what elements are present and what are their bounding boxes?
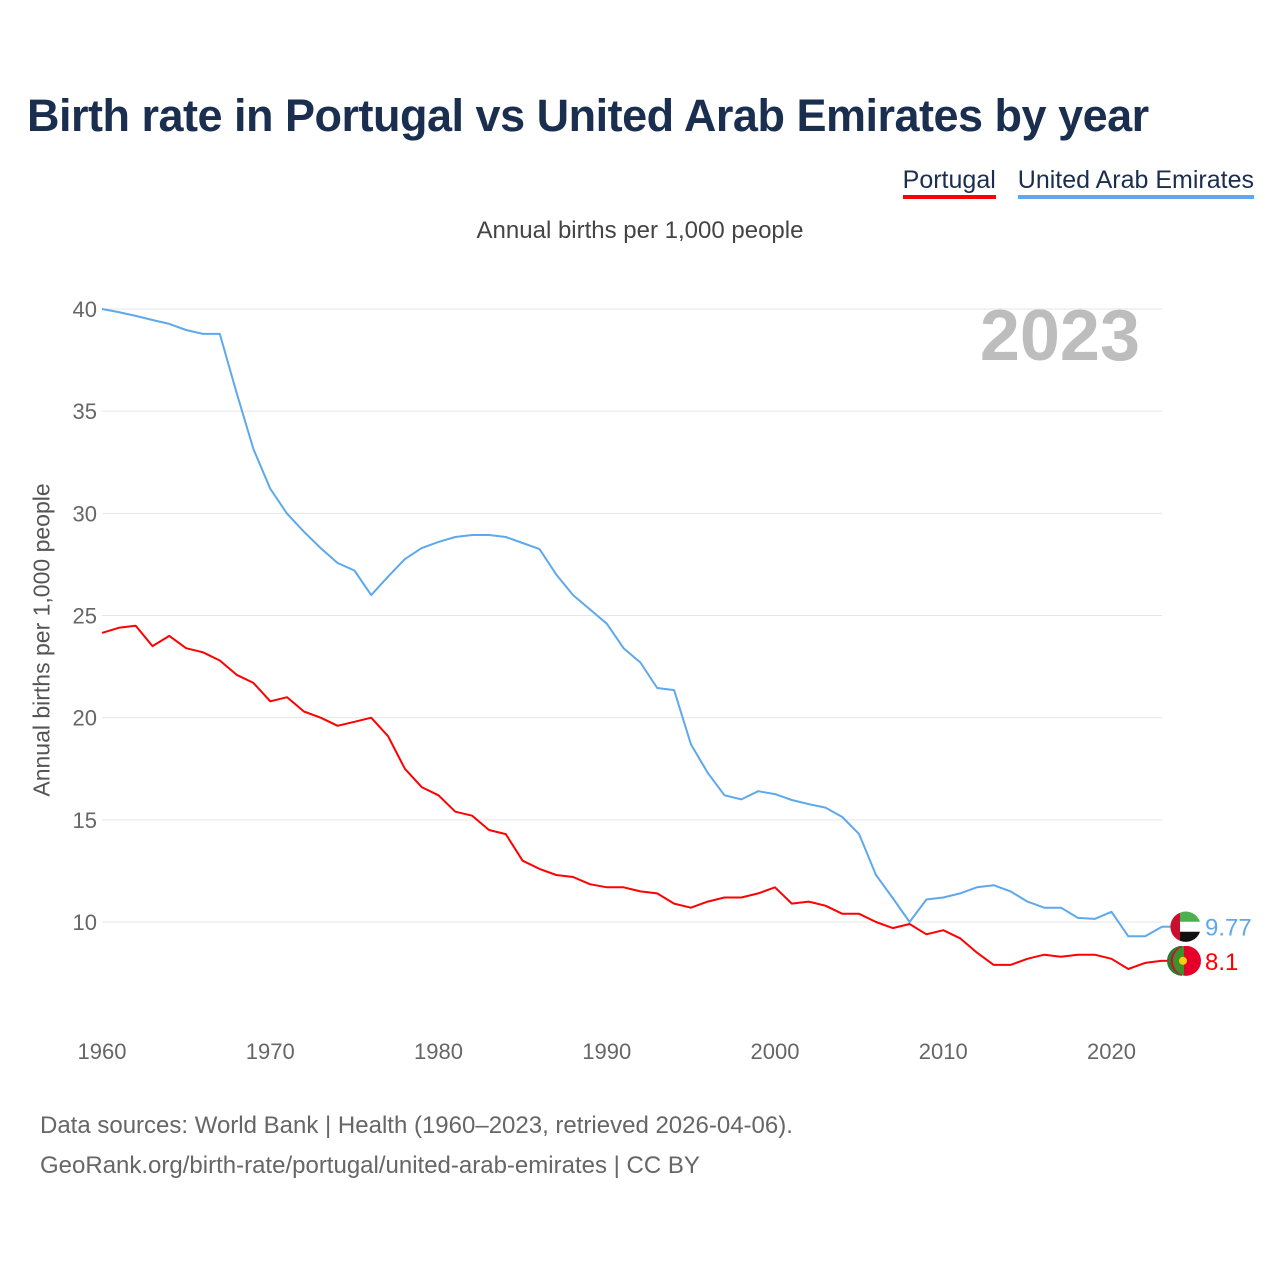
y-tick-label: 40 — [73, 297, 97, 322]
x-tick-label: 1990 — [582, 1039, 631, 1064]
series-line-uae — [101, 308, 1163, 938]
y-tick-label: 20 — [73, 706, 97, 731]
footer: Data sources: World Bank | Health (1960–… — [40, 1106, 793, 1186]
legend: Portugal United Arab Emirates — [902, 166, 1254, 199]
y-tick-label: 10 — [73, 910, 97, 935]
y-tick-label: 15 — [73, 808, 97, 833]
footer-sources: Data sources: World Bank | Health (1960–… — [40, 1112, 793, 1139]
uae-flag-icon — [1180, 931, 1200, 942]
chart-subtitle: Annual births per 1,000 people — [476, 217, 804, 244]
y-tick-label: 35 — [73, 399, 97, 424]
uae-flag-icon — [1170, 912, 1180, 941]
end-value-label: 8.1 — [1205, 949, 1238, 976]
portugal-flag-icon — [1179, 956, 1187, 965]
end-value-label: 9.77 — [1205, 915, 1252, 942]
x-tick-label: 1980 — [414, 1039, 463, 1064]
x-tick-label: 1960 — [78, 1039, 127, 1064]
x-tick-label: 2020 — [1087, 1039, 1136, 1064]
footer-link[interactable]: GeoRank.org/birth-rate/portugal/united-a… — [40, 1152, 700, 1179]
y-tick-label: 30 — [73, 501, 97, 526]
x-tick-label: 2010 — [919, 1039, 968, 1064]
x-tick-label: 1970 — [246, 1039, 295, 1064]
uae-flag-icon — [1180, 911, 1200, 922]
chart-title: Birth rate in Portugal vs United Arab Em… — [27, 90, 1149, 141]
x-tick-label: 2000 — [751, 1039, 800, 1064]
portugal-flag-icon — [1172, 945, 1184, 976]
legend-item-portugal[interactable]: Portugal — [902, 166, 996, 199]
legend-item-uae[interactable]: United Arab Emirates — [1017, 166, 1254, 199]
series-line-portugal — [101, 624, 1163, 970]
y-tick-label: 25 — [73, 604, 97, 629]
